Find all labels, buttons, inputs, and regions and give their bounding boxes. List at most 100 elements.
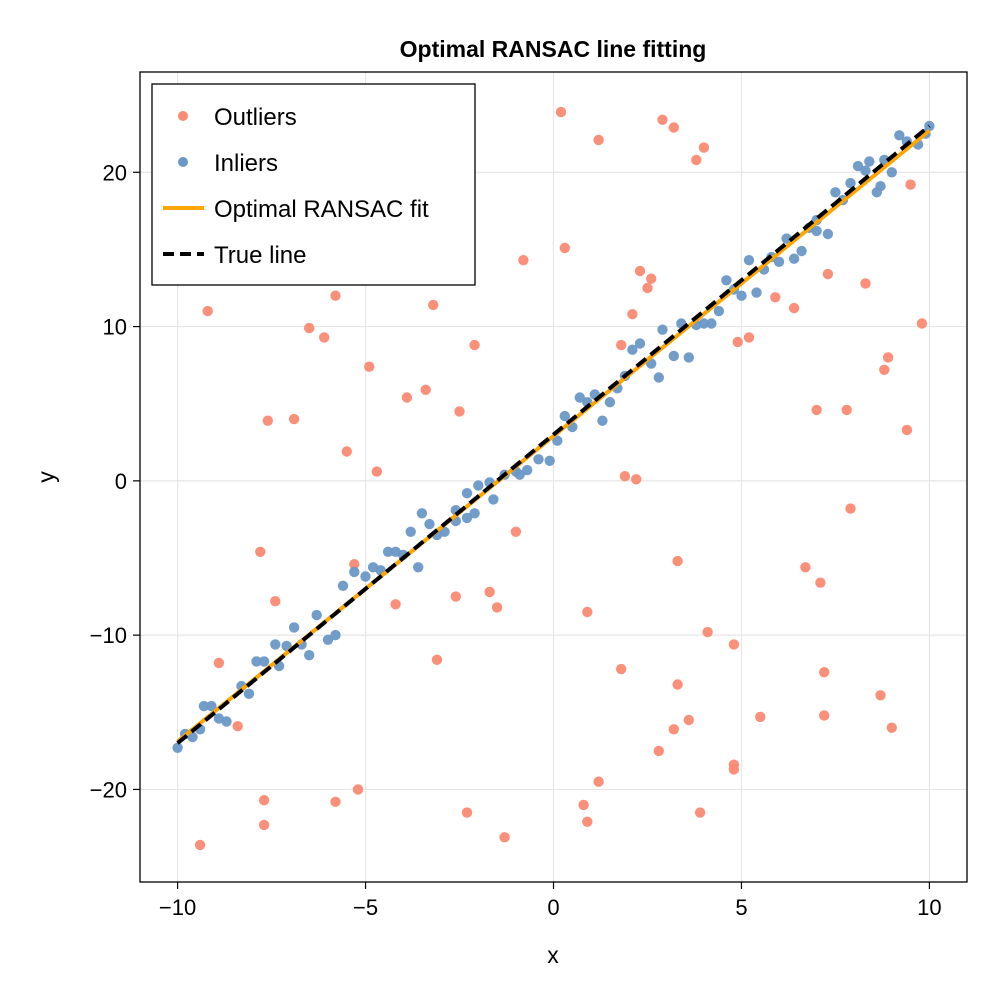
outlier-point xyxy=(822,268,834,280)
inlier-point xyxy=(597,415,608,426)
inlier-point xyxy=(337,580,349,591)
inlier-point xyxy=(627,344,638,355)
outlier-point xyxy=(755,711,766,723)
outlier-point xyxy=(330,290,341,301)
outlier-point xyxy=(258,795,270,806)
outlier-point xyxy=(270,596,281,607)
outlier-point xyxy=(672,555,683,567)
outlier-point xyxy=(319,332,330,343)
outlier-point xyxy=(401,392,413,403)
inlier-point xyxy=(413,562,424,573)
outlier-point xyxy=(819,710,830,721)
inlier-point xyxy=(830,187,841,198)
inlier-point xyxy=(533,454,544,465)
inlier-point xyxy=(172,742,183,753)
outlier-point xyxy=(232,721,243,732)
outlier-point xyxy=(728,639,740,650)
outlier-point xyxy=(330,796,341,807)
outlier-point xyxy=(255,546,266,557)
inlier-point xyxy=(852,160,864,172)
outlier-point xyxy=(616,663,627,675)
inlier-point xyxy=(668,350,679,362)
inlier-point xyxy=(304,650,315,661)
outlier-point xyxy=(341,446,352,457)
inlier-point xyxy=(461,512,473,524)
inlier-point xyxy=(822,228,834,240)
outlier-point xyxy=(484,586,495,598)
true-line xyxy=(176,124,931,745)
outlier-point xyxy=(875,690,886,701)
inlier-point xyxy=(243,688,255,699)
outlier-point xyxy=(916,318,928,329)
x-tick-label: 10 xyxy=(917,895,941,920)
inlier-point xyxy=(864,156,875,167)
inlier-point xyxy=(187,731,198,743)
inlier-point xyxy=(721,275,732,286)
inlier-point xyxy=(574,392,585,403)
inlier-point xyxy=(886,167,897,178)
inlier-point xyxy=(514,469,525,480)
outlier-point xyxy=(390,599,401,610)
inlier-point xyxy=(683,352,694,363)
inlier-point xyxy=(773,256,785,267)
inlier-point xyxy=(879,154,890,166)
outlier-point xyxy=(288,413,300,425)
legend-fit-label: Optimal RANSAC fit xyxy=(214,196,429,223)
chart-title: Optimal RANSAC line fitting xyxy=(400,36,707,62)
outlier-point xyxy=(450,591,461,602)
outlier-point xyxy=(349,559,360,570)
inlier-point xyxy=(860,165,871,176)
inlier-point xyxy=(552,435,563,446)
outlier-point xyxy=(653,745,664,757)
outlier-point xyxy=(461,807,473,818)
outlier-point xyxy=(491,602,503,613)
outlier-point xyxy=(901,424,913,436)
inlier-point xyxy=(461,488,473,499)
legend-outliers-marker xyxy=(178,111,188,121)
outlier-point xyxy=(646,273,657,284)
y-tick-label: 20 xyxy=(103,160,127,185)
inlier-point xyxy=(698,318,710,329)
inlier-point xyxy=(488,494,499,505)
legend: Outliers Inliers Optimal RANSAC fit True… xyxy=(151,83,476,286)
outlier-point xyxy=(578,799,589,811)
outlier-point xyxy=(657,114,668,126)
outlier-point xyxy=(364,361,375,372)
outlier-point xyxy=(593,134,604,146)
inlier-point xyxy=(469,508,480,519)
inlier-point xyxy=(251,656,262,667)
inlier-point xyxy=(781,233,792,244)
outlier-point xyxy=(582,606,593,618)
outlier-point xyxy=(860,278,871,289)
outlier-point xyxy=(819,667,830,678)
inlier-point xyxy=(894,130,905,141)
outlier-point xyxy=(499,832,510,843)
outlier-point xyxy=(627,309,638,320)
outlier-point xyxy=(371,466,382,477)
inlier-point xyxy=(322,634,334,645)
outlier-point xyxy=(469,339,480,351)
inlier-point xyxy=(713,305,725,317)
legend-inliers-marker xyxy=(178,157,188,167)
inlier-point xyxy=(604,397,616,408)
inlier-point xyxy=(206,700,217,712)
outlier-point xyxy=(631,474,642,485)
legend-true-line-label: True line xyxy=(214,242,306,269)
outlier-point xyxy=(672,679,683,690)
outlier-point xyxy=(800,562,811,573)
y-tick-label: −20 xyxy=(90,777,127,802)
outlier-point xyxy=(882,352,894,363)
inlier-point xyxy=(522,464,533,476)
inlier-point xyxy=(330,629,341,641)
outlier-point xyxy=(841,404,852,416)
outlier-point xyxy=(811,404,822,416)
outlier-point xyxy=(194,839,206,851)
outlier-point xyxy=(698,142,710,153)
inlier-point xyxy=(788,253,800,264)
outlier-point xyxy=(202,305,213,317)
outlier-point xyxy=(454,406,465,417)
outlier-point xyxy=(788,302,800,314)
legend-inliers-label: Inliers xyxy=(214,150,278,177)
outlier-point xyxy=(702,626,713,638)
